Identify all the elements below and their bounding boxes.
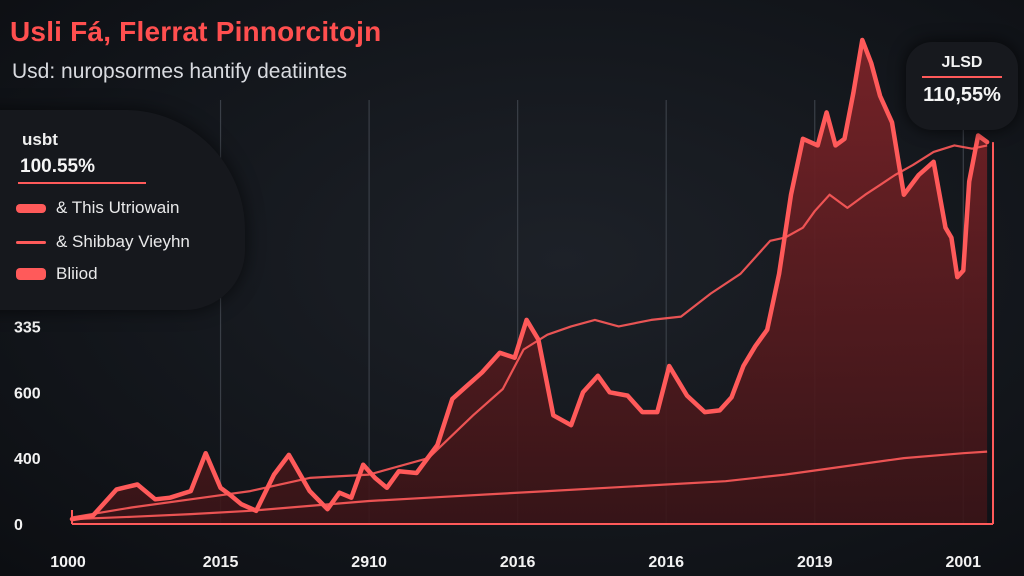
x-tick-label-2: 2910 xyxy=(351,554,387,571)
legend-item-series-3[interactable]: Bliiod xyxy=(16,264,98,284)
legend-item-series-2[interactable]: & Shibbay Vieyhn xyxy=(16,232,190,252)
series-line-3 xyxy=(71,450,988,521)
y-tick-label-0: 0 xyxy=(14,517,23,534)
value-badge: JLSD 110,55% xyxy=(906,42,1018,130)
series-area-1 xyxy=(72,40,988,524)
y-tick-label-2: 600 xyxy=(14,385,41,402)
legend-label: Bliiod xyxy=(56,264,98,283)
x-tick-label-5: 2019 xyxy=(797,554,833,571)
badge-value: 110,55% xyxy=(923,84,1001,106)
series-line-1 xyxy=(69,37,990,522)
legend-swatch-icon xyxy=(16,203,46,213)
badge-divider xyxy=(922,76,1002,78)
badge-label: JLSD xyxy=(941,54,983,71)
legend-title: usbt xyxy=(22,130,58,149)
legend-divider xyxy=(18,182,146,184)
y-tick-label-1: 400 xyxy=(14,451,41,468)
x-tick-label-3: 2016 xyxy=(500,554,536,571)
x-tick-label-0: 1000 xyxy=(50,554,86,571)
legend-label: & Shibbay Vieyhn xyxy=(56,232,190,251)
legend-swatch-icon xyxy=(16,240,46,244)
series-line-2 xyxy=(71,144,988,519)
legend-label: & This Utriowain xyxy=(56,198,180,217)
chart-subtitle: Usd: nuropsormes hantify deatiintes xyxy=(12,60,348,83)
x-tick-label-4: 2016 xyxy=(648,554,684,571)
x-tick-label-1: 2015 xyxy=(203,554,239,571)
legend-value: 100.55% xyxy=(20,156,96,177)
y-tick-label-3: 335 xyxy=(14,319,41,336)
legend-swatch-icon xyxy=(16,268,46,280)
chart-title: Usli Fá, Flerrat Pinnorcitojn xyxy=(10,16,382,47)
legend-panel: usbt 100.55% & This Utriowain & Shibbay … xyxy=(0,110,245,310)
x-tick-label-6: 2001 xyxy=(945,554,981,571)
legend-item-series-1[interactable]: & This Utriowain xyxy=(16,198,179,218)
